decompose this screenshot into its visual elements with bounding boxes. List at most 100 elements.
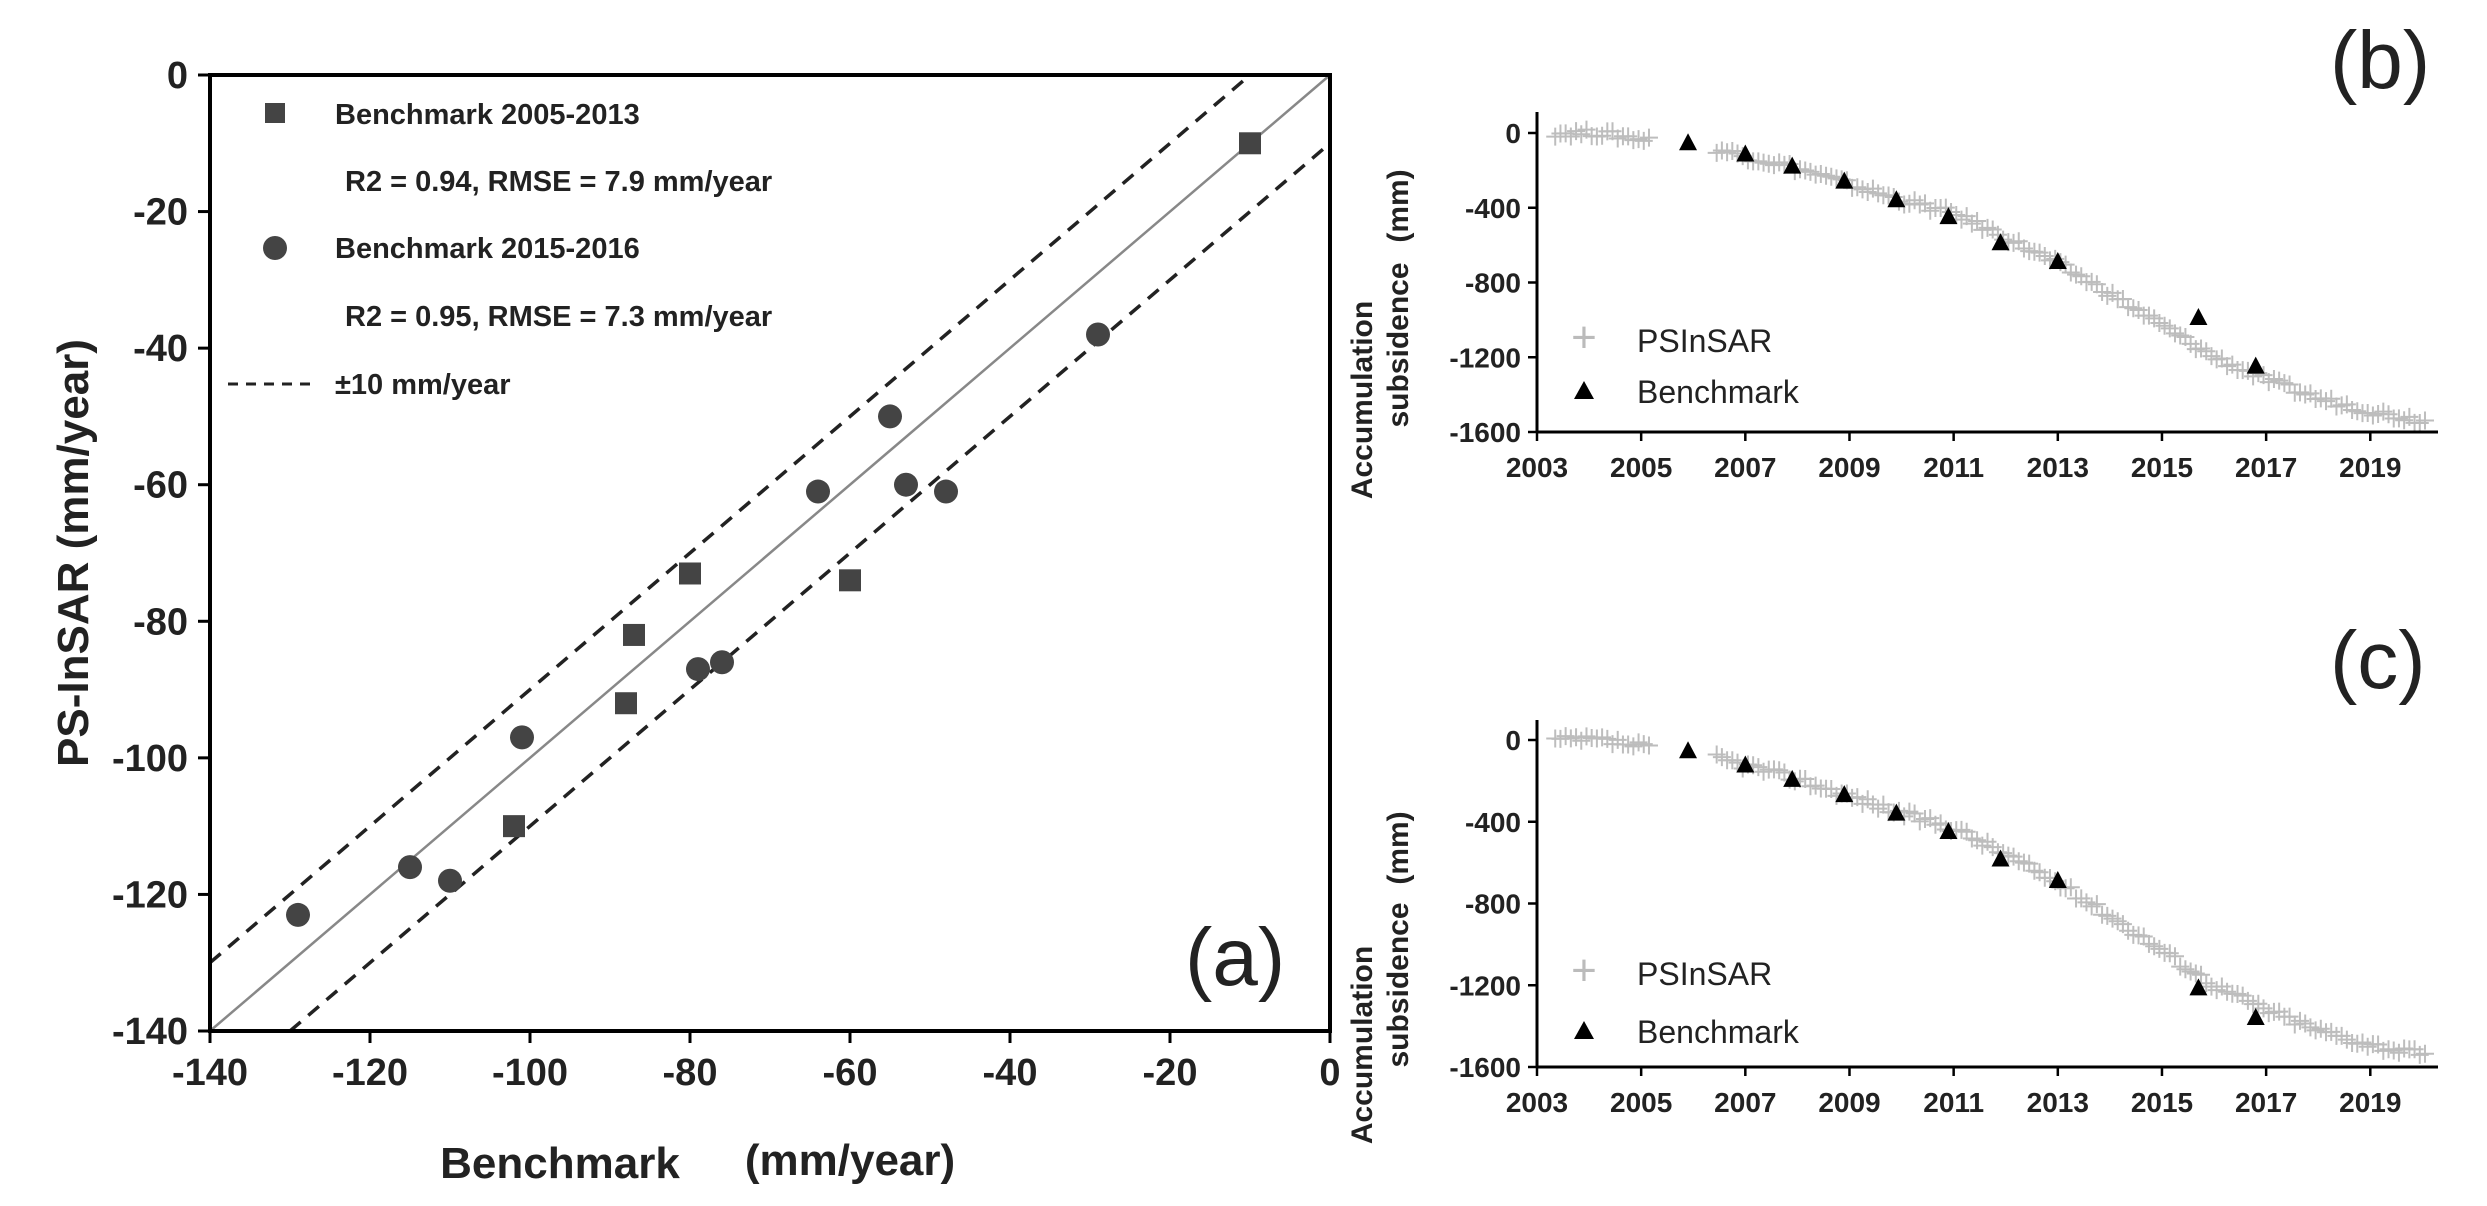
psinsar-point [1952,210,1971,229]
benchmark-point [1991,233,2010,251]
psinsar-point [1629,733,1648,752]
legend-series-2-stats: R2 = 0.95, RMSE = 7.3 mm/year [345,301,772,333]
psinsar-point [1572,731,1591,750]
benchmark-point [1887,803,1906,821]
benchmark-point [2246,356,2265,374]
psinsar-point [1770,153,1789,172]
benchmark-point [2048,251,2067,269]
psinsar-point [2415,1044,2434,1063]
panel-b-y-label-line1: Accumulation [1346,301,1379,499]
benchmark-point [1939,821,1958,839]
psinsar-point [1593,126,1612,145]
benchmark-point [2246,1007,2265,1025]
panel-a-ticks: -140 -120 -100 -80 -60 -40 -20 0 -140 -120 -100 -80… [112,55,1341,1094]
data-point-circle [878,404,902,429]
x-tick-label: 2005 [1610,452,1672,483]
x-tick-label: 2003 [1506,1087,1568,1118]
psinsar-point [2087,895,2106,914]
psinsar-point [1634,735,1653,754]
psinsar-point [2358,1037,2377,1056]
panel-b-time-series: 2003 2005 2007 2009 2011 2013 2015 2017 2019 0 -40… [1346,15,2438,499]
benchmark-point [1736,144,1755,162]
psinsar-point [1916,194,1934,213]
panel-b-label: (b) [2330,15,2430,106]
x-tick-label: -20 [1143,1052,1198,1094]
psinsar-point [1619,735,1638,754]
psinsar-point [1561,127,1580,146]
data-point-circle [438,868,462,893]
y-tick-label: 0 [1505,118,1521,149]
psinsar-point [2280,1007,2299,1026]
panel-b-legend: + PSInSAR Benchmark [1571,313,1800,410]
psinsar-point [1858,790,1877,809]
y-tick-label: -400 [1465,193,1521,224]
psinsar-point [2249,994,2268,1013]
panel-c-y-label-line1: Accumulation [1346,946,1379,1144]
panel-b-psinsar-points [1546,120,2434,433]
psinsar-point [1869,184,1888,203]
panel-c-legend: + PSInSAR Benchmark [1571,946,1800,1050]
panel-c-y-label-unit: (mm) [1382,811,1415,884]
y-tick-label: -800 [1465,268,1521,299]
panel-b-legend-benchmark: Benchmark [1637,374,1800,410]
benchmark-point [1679,133,1698,151]
x-tick-label: 2019 [2339,1087,2401,1118]
psinsar-point [2087,275,2106,294]
panel-c-ticks: 2003 2005 2007 2009 2011 2013 2015 2017 2019 0 -40… [1449,725,2401,1118]
psinsar-point [2192,339,2211,358]
psinsar-point [1556,124,1575,143]
data-point-square [679,562,701,585]
y-tick-label: 0 [1505,725,1521,756]
x-tick-label: 2013 [2027,452,2089,483]
psinsar-point [2264,369,2283,388]
y-tick-label: -40 [133,328,188,370]
x-tick-label: -140 [172,1052,248,1094]
panel-a-reference-lines [208,73,1332,1033]
x-tick-label: 2003 [1506,452,1568,483]
y-tick-label: -1200 [1449,970,1521,1001]
psinsar-point [2233,986,2252,1005]
x-tick-label: -60 [823,1052,878,1094]
psinsar-point [2093,905,2112,924]
psinsar-point [2395,411,2414,430]
y-tick-label: -400 [1465,807,1521,838]
psinsar-point [1957,207,1976,226]
y-tick-label: 0 [167,55,188,97]
panel-b-ticks: 2003 2005 2007 2009 2011 2013 2015 2017 2019 0 -40… [1449,118,2401,483]
psinsar-point [2337,1030,2356,1049]
psinsar-point [2145,309,2164,328]
y-tick-label: -1200 [1449,342,1521,373]
psinsar-point [1608,730,1627,749]
psinsar-point [2160,944,2179,963]
y-tick-label: -80 [133,601,188,643]
psinsar-point [2353,1033,2372,1052]
benchmark-point [1679,741,1698,759]
psinsar-point [1770,761,1789,780]
psinsar-point [1759,154,1778,173]
benchmark-point [1835,785,1854,803]
psinsar-point [2202,347,2221,366]
psinsar-point [2270,371,2289,390]
psinsar-point [2082,897,2101,916]
psinsar-point [1619,127,1638,146]
psinsar-point [1712,748,1731,767]
psinsar-point [2296,385,2315,404]
data-point-circle [894,472,918,497]
data-point-circle [286,902,310,927]
lower-offset-line [288,141,1332,1033]
data-point-circle [686,657,710,682]
x-tick-label: 2017 [2235,1087,2297,1118]
x-tick-label: 0 [1319,1052,1340,1094]
psinsar-point [1561,729,1580,748]
psinsar-point [1858,183,1877,202]
data-point-square [615,692,637,715]
x-tick-label: -40 [983,1052,1038,1094]
psinsar-point [2363,406,2382,425]
x-tick-label: 2009 [1818,1087,1880,1118]
psinsar-point [2119,298,2138,317]
data-point-square [503,815,525,838]
psinsar-point [2150,939,2169,958]
benchmark-point [1783,156,1802,174]
legend-series-2-name: Benchmark 2015-2016 [335,233,640,265]
